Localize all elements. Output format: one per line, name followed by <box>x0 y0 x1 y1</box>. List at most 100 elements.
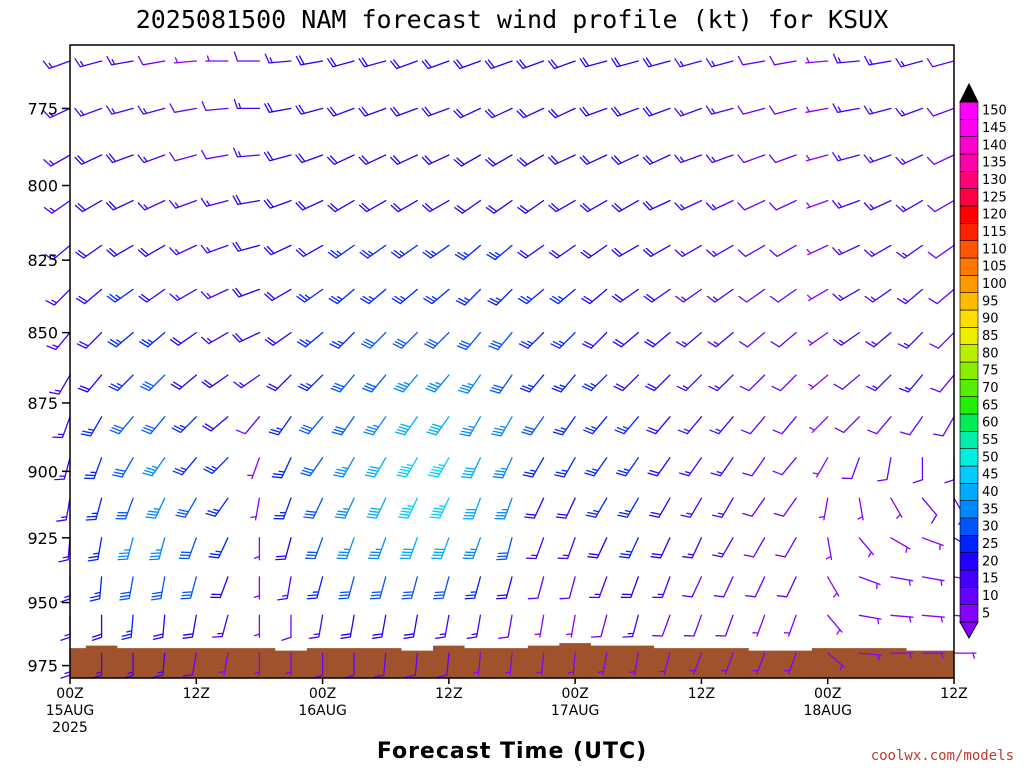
wind-barb <box>268 416 292 436</box>
wind-barb <box>675 288 703 303</box>
wind-barb <box>358 199 387 213</box>
wind-barb <box>454 244 482 261</box>
wind-barb <box>405 652 418 678</box>
wind-barb <box>674 199 703 211</box>
wind-barb <box>864 55 892 66</box>
wind-barb <box>926 58 955 68</box>
wind-barb <box>579 57 608 68</box>
colorbar-label: 60 <box>982 416 999 431</box>
colorbar-swatch <box>959 379 979 397</box>
wind-barb <box>620 576 639 599</box>
wind-barb <box>361 331 387 349</box>
wind-barb <box>680 497 703 518</box>
wind-barb <box>771 374 797 392</box>
credit-link[interactable]: coolwx.com/models <box>871 748 1014 764</box>
wind-barb <box>928 288 955 305</box>
wind-barb <box>776 576 797 598</box>
wind-barb <box>327 154 355 165</box>
wind-barb <box>745 576 766 598</box>
wind-barb <box>201 374 229 389</box>
y-tick-label: 800 <box>27 176 58 195</box>
wind-barb <box>642 199 671 211</box>
wind-barb <box>202 416 229 432</box>
wind-barb <box>421 154 450 165</box>
wind-barb <box>833 374 860 390</box>
wind-barb <box>644 331 671 348</box>
wind-barb <box>295 153 324 164</box>
wind-barb <box>557 537 576 560</box>
wind-barb <box>712 497 734 518</box>
wind-barb <box>770 331 797 348</box>
wind-barb <box>858 614 882 625</box>
colorbar-swatch <box>959 257 979 276</box>
wind-barb <box>91 614 103 641</box>
wind-barb <box>121 614 134 641</box>
colorbar-swatch <box>959 119 979 137</box>
wind-barb <box>437 652 450 678</box>
wind-barb <box>912 457 924 484</box>
wind-barb <box>74 199 103 213</box>
wind-barb <box>459 416 482 437</box>
wind-barb <box>42 107 71 119</box>
colorbar-swatch <box>959 136 979 155</box>
wind-barb <box>109 416 134 435</box>
wind-barb <box>536 652 545 676</box>
wind-barb <box>108 374 134 392</box>
chart-title: 2025081500 NAM forecast wind profile (kt… <box>136 5 889 34</box>
wind-barb <box>890 537 911 553</box>
wind-barb <box>423 288 450 305</box>
wind-barb <box>646 416 671 435</box>
wind-barb <box>390 199 418 213</box>
wind-barb <box>580 244 608 259</box>
wind-barb <box>921 652 946 659</box>
wind-barb <box>43 154 71 167</box>
wind-barb <box>579 199 608 213</box>
wind-barb <box>358 57 387 68</box>
wind-barb <box>327 244 355 259</box>
wind-barb <box>522 457 545 478</box>
wind-barb <box>516 59 545 70</box>
wind-barb <box>232 331 261 343</box>
wind-barb <box>521 416 545 436</box>
wind-barb <box>141 416 166 435</box>
wind-barb <box>900 416 924 436</box>
wind-barb <box>253 614 261 638</box>
wind-barb <box>152 652 166 678</box>
wind-barb <box>106 55 134 66</box>
wind-barb <box>203 457 229 475</box>
colorbar-swatch <box>959 361 979 380</box>
wind-barb <box>336 537 355 560</box>
wind-barb <box>617 497 639 518</box>
wind-barb <box>618 537 639 559</box>
wind-barb <box>517 288 545 305</box>
colorbar-label: 5 <box>982 606 990 621</box>
wind-barb <box>713 576 734 598</box>
plot-frame <box>69 44 955 679</box>
wind-barb <box>611 199 639 213</box>
wind-barb <box>864 244 892 258</box>
wind-barb <box>807 331 829 346</box>
wind-barb <box>169 331 197 346</box>
wind-barb <box>818 497 829 521</box>
wind-barb <box>178 537 197 560</box>
wind-barb <box>548 199 576 213</box>
wind-barb <box>783 614 797 637</box>
wind-barb <box>201 149 229 160</box>
colorbar-label: 35 <box>982 502 999 517</box>
colorbar-label: 55 <box>982 433 999 448</box>
wind-barb <box>54 457 71 481</box>
colorbar-label: 30 <box>982 520 999 535</box>
wind-barb <box>362 374 387 393</box>
wind-barb <box>675 331 703 348</box>
wind-barb <box>548 154 576 165</box>
wind-barb <box>454 199 482 214</box>
wind-barb <box>295 55 324 66</box>
wind-barb <box>330 374 355 393</box>
colorbar-swatch <box>959 188 979 207</box>
wind-barb <box>145 497 166 519</box>
wind-barb <box>107 331 134 348</box>
wind-barb <box>944 457 955 484</box>
wind-barb <box>676 374 703 392</box>
wind-barb <box>139 331 166 348</box>
wind-barb <box>298 416 324 435</box>
